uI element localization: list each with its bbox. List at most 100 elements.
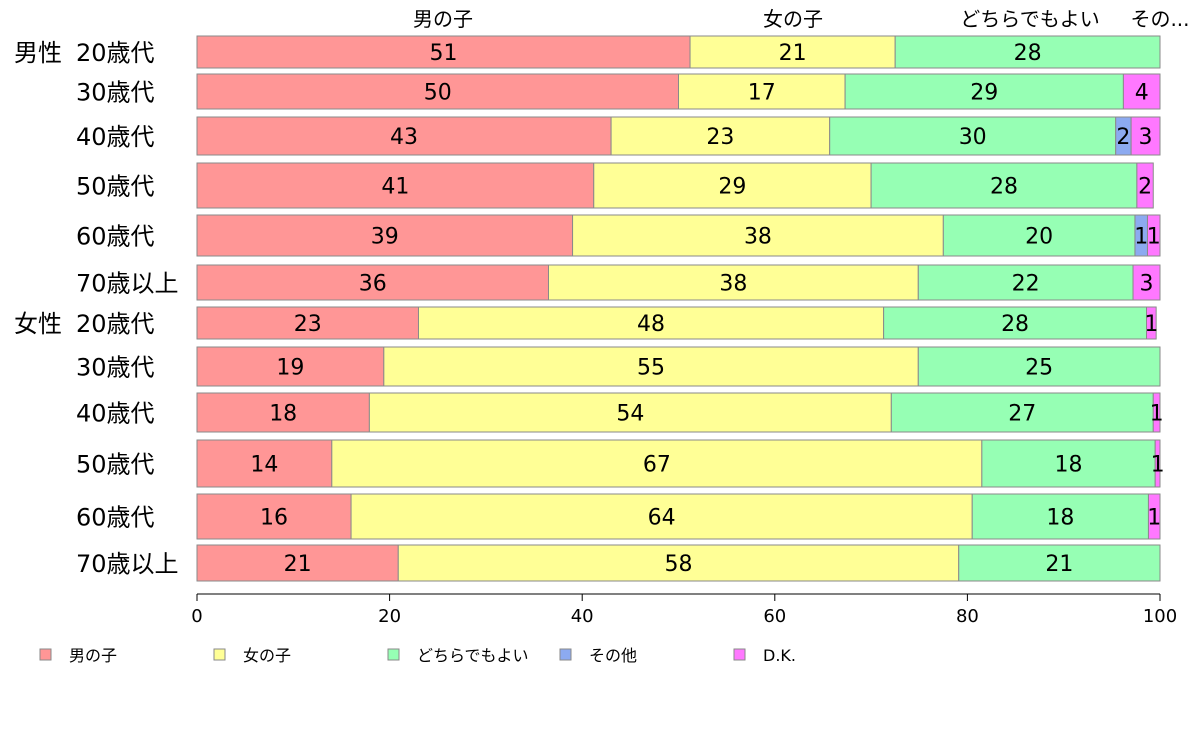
tick-label: 0	[191, 606, 202, 627]
bar-segment	[894, 35, 1161, 69]
data-label: 16	[260, 506, 288, 531]
bar-segment	[196, 264, 549, 301]
data-label: 28	[1014, 41, 1042, 66]
data-label: 18	[269, 402, 297, 427]
data-label: 48	[637, 312, 665, 337]
bar-segment	[917, 264, 1134, 301]
legend-swatch	[387, 648, 400, 661]
data-label: 30	[959, 125, 987, 150]
data-label: 1	[1151, 453, 1165, 478]
data-label: 2	[1138, 175, 1152, 200]
column-label: 男の子	[413, 7, 473, 31]
data-label: 1	[1150, 402, 1164, 427]
data-label: 21	[1045, 552, 1073, 577]
data-label: 39	[371, 225, 399, 250]
data-label: 28	[990, 175, 1018, 200]
data-label: 19	[276, 356, 304, 381]
bar-segment	[917, 346, 1161, 387]
legend-label: 女の子	[243, 646, 291, 665]
bar-segment	[196, 392, 370, 433]
group-label: 女性	[14, 310, 62, 338]
legend-swatch	[559, 648, 572, 661]
bar-segment	[1136, 162, 1154, 209]
legend-swatch	[39, 648, 52, 661]
data-label: 58	[665, 552, 693, 577]
category-label: 50歳代	[76, 451, 155, 479]
legend-label: 男の子	[69, 646, 117, 665]
bar-segment	[981, 439, 1156, 488]
bar-segment	[678, 73, 846, 110]
column-label: 女の子	[763, 7, 823, 31]
bar-segment	[196, 544, 399, 582]
bar-segment	[1147, 493, 1161, 540]
bar-segment	[547, 264, 919, 301]
tick-label: 60	[763, 606, 786, 627]
bar-segment	[368, 392, 892, 433]
bar-segment	[942, 214, 1136, 257]
data-label: 25	[1025, 356, 1053, 381]
data-label: 36	[359, 272, 387, 297]
bar-segment	[196, 439, 333, 488]
row-labels: 20歳代男性30歳代40歳代50歳代60歳代70歳以上20歳代女性30歳代40歳…	[14, 39, 179, 578]
bar-segment	[1152, 392, 1161, 433]
data-label: 18	[1055, 453, 1083, 478]
column-labels: 男の子 女の子 どちらでもよい その...	[413, 7, 1188, 31]
legend-label: どちらでもよい	[417, 646, 529, 665]
bar-segment	[1130, 116, 1161, 156]
category-label: 70歳以上	[76, 550, 179, 578]
bar-segment	[971, 493, 1149, 540]
data-label: 38	[744, 225, 772, 250]
bar-segment	[870, 162, 1138, 209]
data-label: 3	[1140, 272, 1154, 297]
data-label: 21	[284, 552, 312, 577]
bar-segment	[196, 35, 691, 69]
data-label: 18	[1046, 506, 1074, 531]
tick-label: 100	[1143, 606, 1177, 627]
data-label: 14	[250, 453, 278, 478]
data-label: 1	[1147, 506, 1161, 531]
bar-segment	[883, 306, 1148, 340]
legend-label: D.K.	[763, 646, 796, 665]
bar-segment	[890, 392, 1154, 433]
data-label: 1	[1144, 312, 1158, 337]
bar-segment	[1132, 264, 1161, 301]
data-label: 50	[424, 81, 452, 106]
data-label: 1	[1147, 225, 1161, 250]
legend-swatch	[733, 648, 746, 661]
bar-segment	[196, 116, 612, 156]
category-label: 40歳代	[76, 400, 155, 428]
data-label: 29	[718, 175, 746, 200]
data-label: 43	[390, 125, 418, 150]
bar-segment	[1122, 73, 1161, 110]
data-label: 23	[294, 312, 322, 337]
data-label: 20	[1025, 225, 1053, 250]
bar-segment	[331, 439, 983, 488]
bar-segment	[196, 306, 419, 340]
column-label: その...	[1130, 7, 1188, 31]
data-label: 67	[643, 453, 671, 478]
x-axis: 0 20 40 60 80 100	[191, 593, 1177, 627]
category-label: 60歳代	[76, 504, 155, 532]
category-label: 50歳代	[76, 173, 155, 201]
bar-segment	[417, 306, 885, 340]
category-label: 20歳代	[76, 310, 155, 338]
bar-segment	[196, 73, 679, 110]
tick-label: 80	[956, 606, 979, 627]
bar-segment	[593, 162, 872, 209]
bar-segment	[1146, 306, 1157, 340]
bar-segment	[397, 544, 960, 582]
data-label: 2	[1116, 125, 1130, 150]
group-label: 男性	[14, 39, 62, 67]
category-label: 20歳代	[76, 39, 155, 67]
tick-label: 40	[571, 606, 594, 627]
data-label: 28	[1001, 312, 1029, 337]
category-label: 30歳代	[76, 79, 155, 107]
bar-segment	[610, 116, 831, 156]
data-label: 17	[748, 81, 776, 106]
bar-segment	[383, 346, 919, 387]
data-label: 23	[706, 125, 734, 150]
bar-segment	[689, 35, 896, 69]
bar-segment	[958, 544, 1161, 582]
data-label: 51	[430, 41, 458, 66]
